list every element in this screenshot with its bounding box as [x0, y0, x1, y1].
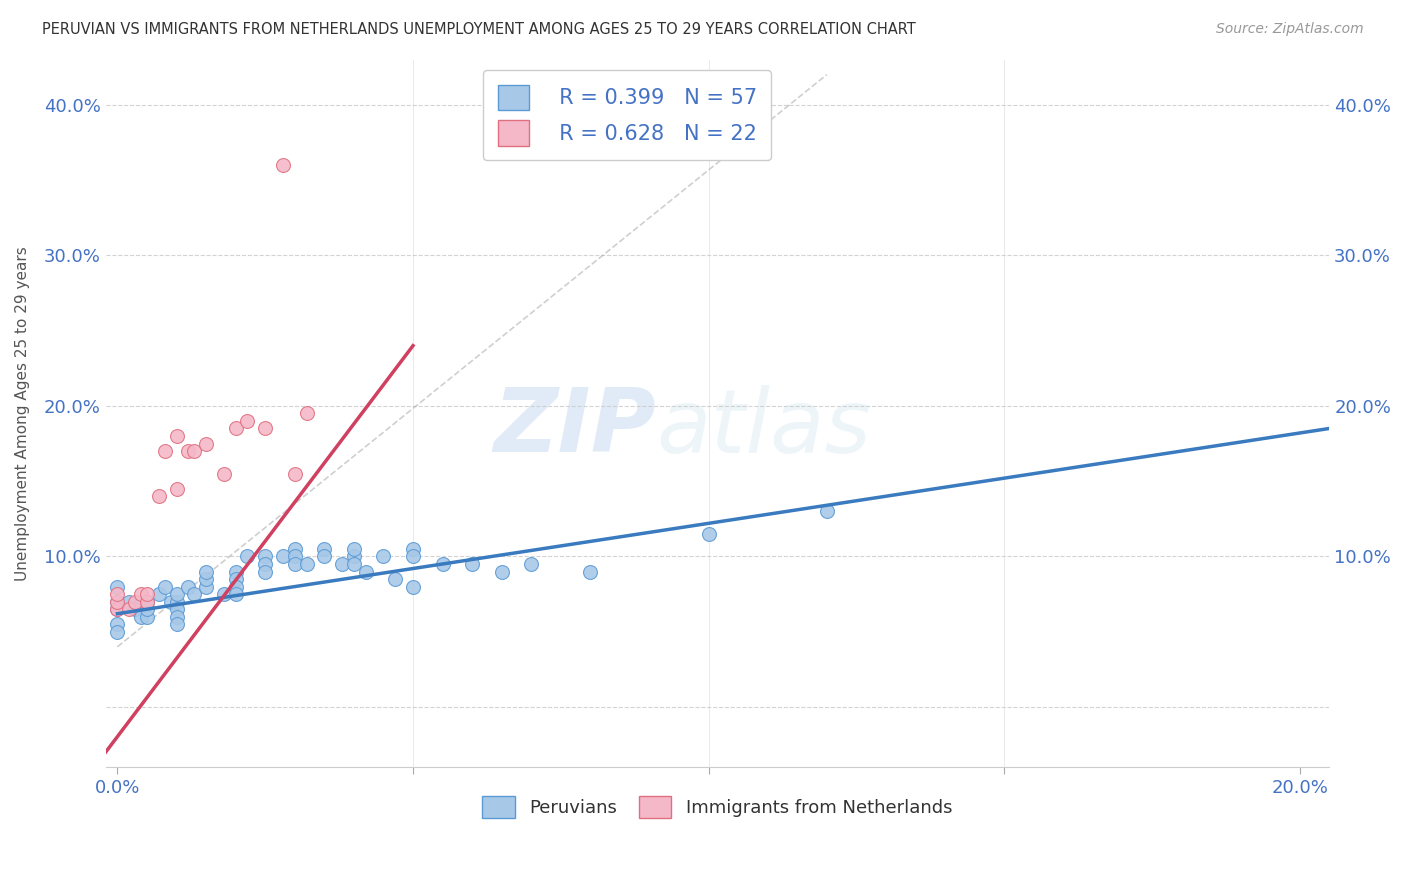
Point — [107, 602, 129, 616]
Point — [166, 587, 188, 601]
Point — [124, 602, 146, 616]
Point — [177, 444, 200, 458]
Point — [195, 565, 218, 579]
Point — [284, 549, 307, 564]
Point — [177, 580, 200, 594]
Point — [183, 444, 205, 458]
Point — [271, 158, 294, 172]
Point — [136, 609, 159, 624]
Point — [402, 580, 425, 594]
Point — [166, 609, 188, 624]
Point — [491, 565, 513, 579]
Point — [314, 541, 336, 556]
Point — [236, 549, 259, 564]
Point — [284, 541, 307, 556]
Point — [129, 609, 152, 624]
Point — [343, 549, 366, 564]
Point — [124, 594, 146, 608]
Point — [195, 572, 218, 586]
Point — [343, 541, 366, 556]
Point — [153, 580, 176, 594]
Point — [166, 482, 188, 496]
Point — [295, 557, 318, 571]
Point — [432, 557, 454, 571]
Point — [225, 580, 247, 594]
Point — [343, 557, 366, 571]
Point — [107, 594, 129, 608]
Point — [314, 549, 336, 564]
Point — [183, 587, 205, 601]
Text: atlas: atlas — [657, 384, 872, 471]
Y-axis label: Unemployment Among Ages 25 to 29 years: Unemployment Among Ages 25 to 29 years — [15, 246, 30, 581]
Point — [166, 602, 188, 616]
Point — [697, 527, 720, 541]
Point — [136, 594, 159, 608]
Point — [461, 557, 484, 571]
Point — [373, 549, 395, 564]
Point — [118, 602, 141, 616]
Point — [129, 587, 152, 601]
Point — [254, 549, 277, 564]
Point — [195, 580, 218, 594]
Point — [107, 587, 129, 601]
Point — [225, 421, 247, 435]
Point — [520, 557, 543, 571]
Point — [254, 565, 277, 579]
Point — [225, 565, 247, 579]
Point — [284, 467, 307, 481]
Point — [136, 587, 159, 601]
Point — [384, 572, 406, 586]
Point — [815, 504, 838, 518]
Point — [166, 617, 188, 632]
Point — [136, 602, 159, 616]
Point — [118, 594, 141, 608]
Point — [107, 594, 129, 608]
Point — [107, 580, 129, 594]
Point — [107, 617, 129, 632]
Text: PERUVIAN VS IMMIGRANTS FROM NETHERLANDS UNEMPLOYMENT AMONG AGES 25 TO 29 YEARS C: PERUVIAN VS IMMIGRANTS FROM NETHERLANDS … — [42, 22, 915, 37]
Point — [402, 549, 425, 564]
Text: ZIP: ZIP — [494, 384, 657, 471]
Point — [148, 489, 170, 503]
Point — [212, 587, 235, 601]
Point — [330, 557, 353, 571]
Point — [107, 602, 129, 616]
Point — [284, 557, 307, 571]
Text: Source: ZipAtlas.com: Source: ZipAtlas.com — [1216, 22, 1364, 37]
Point — [159, 594, 181, 608]
Point — [225, 587, 247, 601]
Point — [225, 572, 247, 586]
Point — [166, 429, 188, 443]
Point — [254, 421, 277, 435]
Point — [136, 594, 159, 608]
Point — [166, 594, 188, 608]
Legend: Peruvians, Immigrants from Netherlands: Peruvians, Immigrants from Netherlands — [475, 789, 960, 825]
Point — [402, 541, 425, 556]
Point — [107, 624, 129, 639]
Point — [153, 444, 176, 458]
Point — [148, 587, 170, 601]
Point — [579, 565, 602, 579]
Point — [195, 436, 218, 450]
Point — [354, 565, 377, 579]
Point — [212, 467, 235, 481]
Point — [271, 549, 294, 564]
Point — [295, 406, 318, 420]
Point — [254, 557, 277, 571]
Point — [236, 414, 259, 428]
